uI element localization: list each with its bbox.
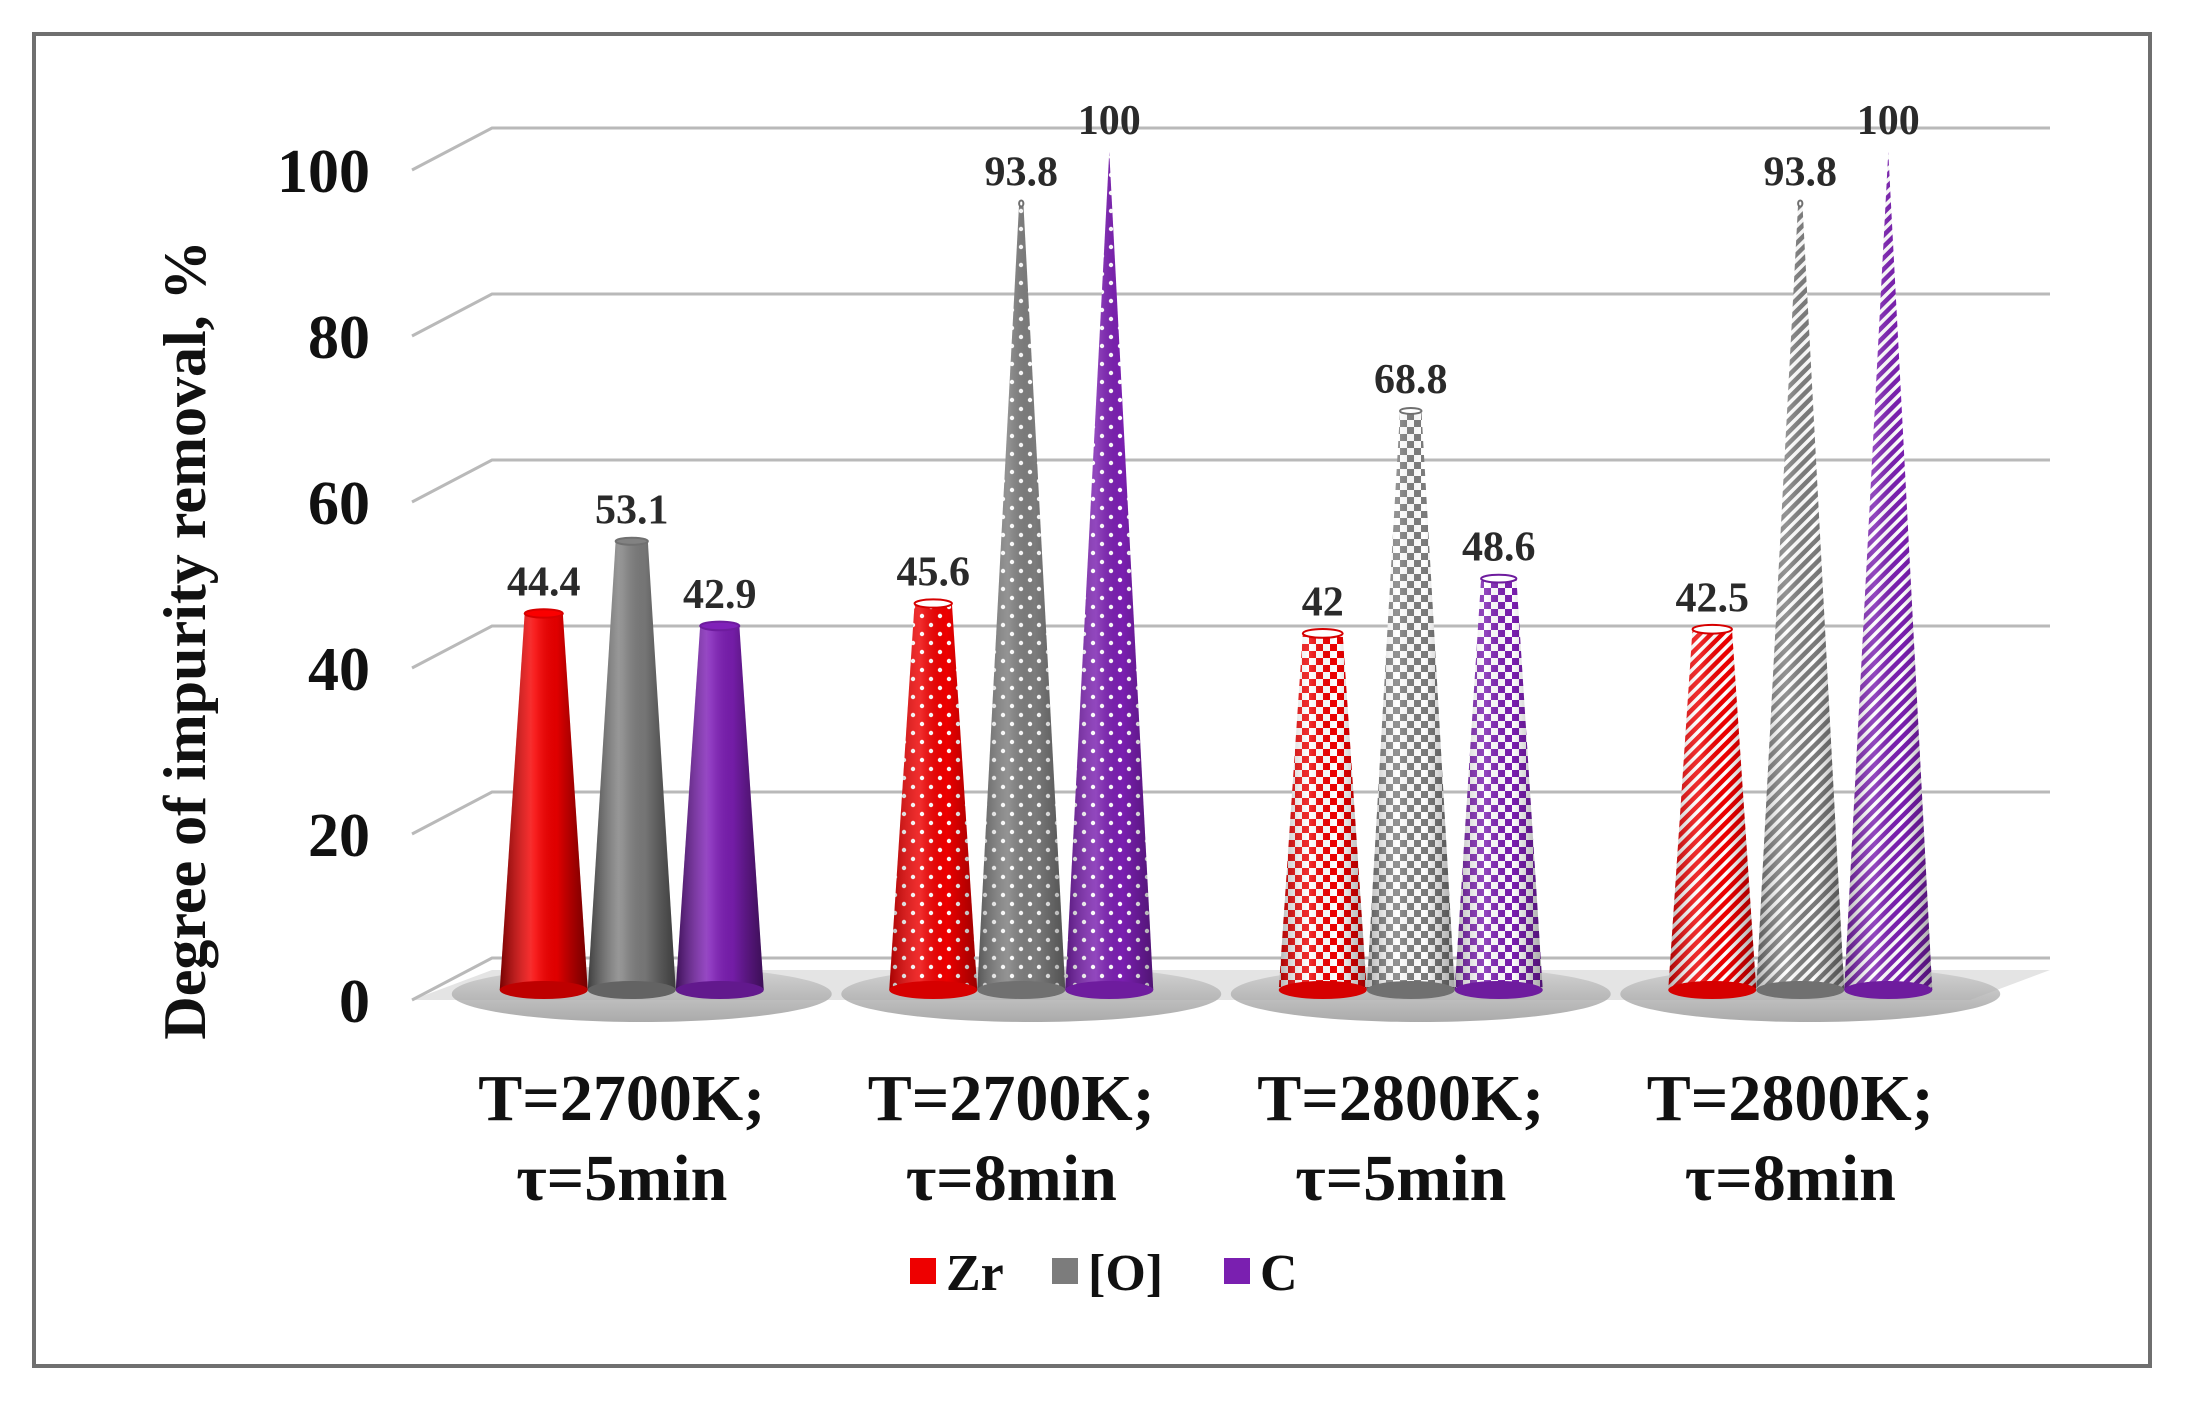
x-category-label-3: T=2800K; τ=8min	[1647, 1062, 1934, 1215]
data-label-C-1: 100	[1078, 98, 1141, 144]
cone-[O]-0	[587, 536, 676, 999]
data-label-Zr-3: 42.5	[1676, 575, 1750, 621]
x-category-label-0: T=2700K; τ=5min	[478, 1062, 765, 1215]
legend-swatch-[O]	[1052, 1258, 1078, 1284]
cone-[O]-1	[977, 199, 1066, 999]
gridline-80	[411, 292, 2050, 338]
y-tick-label-0: 0	[339, 968, 370, 1036]
data-label-Zr-1: 45.6	[897, 550, 971, 596]
data-label-[O]-3: 93.8	[1764, 149, 1838, 195]
cone-Zr-1	[889, 598, 978, 999]
legend-label-[O]: [O]	[1088, 1245, 1163, 1302]
data-label-[O]-0: 53.1	[595, 487, 669, 533]
legend-item-Zr: Zr	[910, 1245, 1004, 1302]
data-label-C-3: 100	[1857, 98, 1920, 144]
cone-C-0	[675, 620, 764, 999]
cone-Zr-2	[1278, 628, 1367, 999]
cone-[O]-3	[1756, 199, 1845, 999]
cone-Zr-3	[1668, 623, 1757, 999]
cone-C-2	[1454, 573, 1543, 999]
legend-label-C: C	[1260, 1245, 1298, 1302]
y-tick-label-20: 20	[308, 802, 370, 870]
gridline-20	[411, 790, 2050, 836]
gridline-40	[411, 624, 2050, 670]
legend: Zr [O] C	[910, 1245, 1298, 1302]
y-tick-label-60: 60	[308, 470, 370, 538]
legend-label-Zr: Zr	[946, 1245, 1004, 1302]
gridline-100	[411, 126, 2050, 172]
data-label-Zr-0: 44.4	[507, 559, 581, 605]
x-axis-categories: T=2700K; τ=5min T=2700K; τ=8min T=2800K; τ=5m…	[478, 1062, 1933, 1215]
y-tick-label-40: 40	[308, 636, 370, 704]
data-label-Zr-2: 42	[1302, 579, 1344, 625]
cone-C-3	[1844, 152, 1933, 999]
legend-swatch-C	[1224, 1258, 1250, 1284]
data-label-C-2: 48.6	[1462, 525, 1536, 571]
x-category-label-2: T=2800K; τ=5min	[1257, 1062, 1544, 1215]
data-label-[O]-2: 68.8	[1374, 357, 1448, 403]
cone-[O]-2	[1366, 406, 1455, 999]
cones	[499, 152, 1933, 999]
data-label-[O]-1: 93.8	[985, 149, 1059, 195]
y-tick-label-100: 100	[277, 138, 370, 206]
legend-item-[O]: [O]	[1052, 1245, 1163, 1302]
data-labels: 44.4 53.1 42.9 45.6 93.8 100 42 68.8 48.6 42.5 93.…	[507, 98, 1920, 625]
y-axis-ticks: 0 20 40 60 80 100	[277, 138, 370, 1036]
y-tick-label-80: 80	[308, 304, 370, 372]
x-category-label-1: T=2700K; τ=8min	[868, 1062, 1155, 1215]
legend-item-C: C	[1224, 1245, 1298, 1302]
gridline-60	[411, 458, 2050, 504]
cone-Zr-0	[499, 608, 588, 999]
y-axis-title: Degree of impurity removal, %	[152, 240, 218, 1039]
data-label-C-0: 42.9	[683, 572, 757, 618]
legend-swatch-Zr	[910, 1258, 936, 1284]
cone-C-1	[1065, 152, 1154, 999]
